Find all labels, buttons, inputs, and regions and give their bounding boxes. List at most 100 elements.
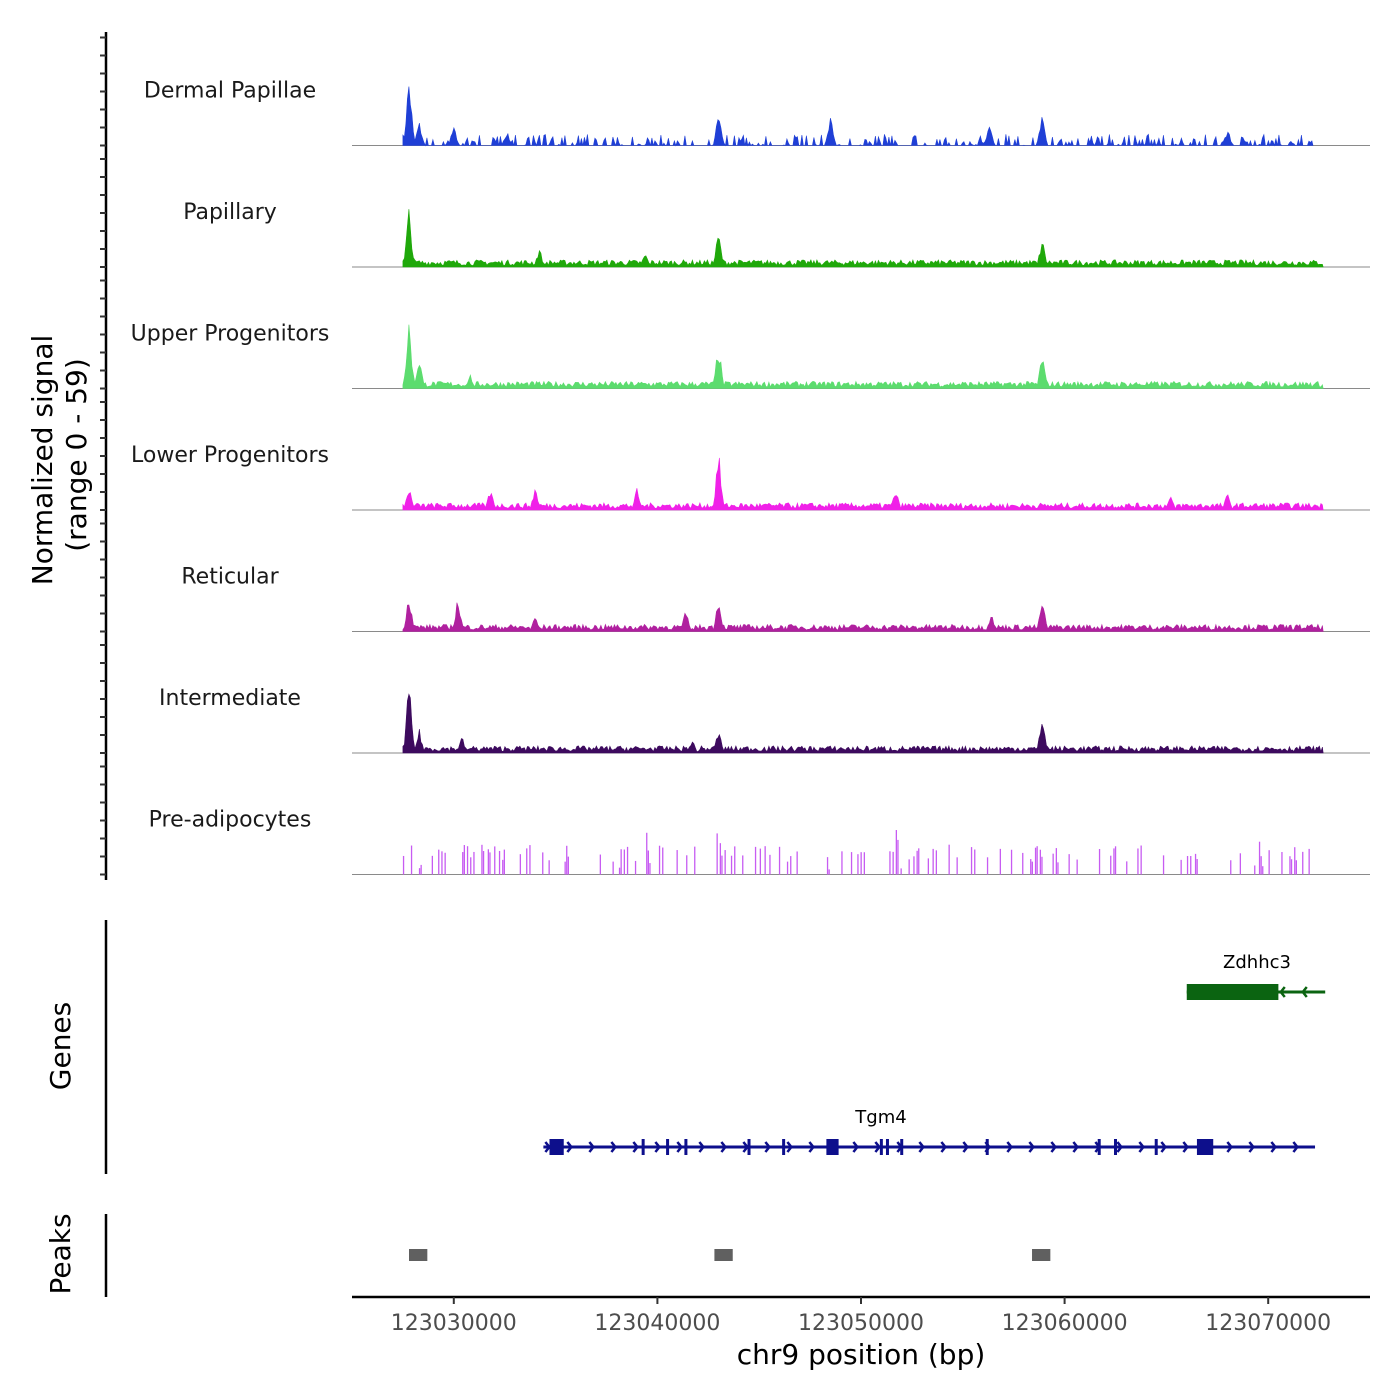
- signal-bar: [498, 850, 501, 875]
- signal-bar: [860, 852, 862, 875]
- signal-area: [402, 457, 1324, 511]
- signal-bar: [599, 854, 601, 875]
- x-tick-label: 123050000: [798, 1311, 924, 1336]
- signal-bar: [1137, 848, 1139, 875]
- track-reticular: Reticular: [181, 565, 1370, 632]
- gene-exon: [747, 1139, 751, 1155]
- signal-bar: [916, 850, 918, 875]
- signal-bar: [676, 850, 678, 875]
- strand-arrow: [1006, 1141, 1013, 1153]
- signal-bar: [897, 839, 899, 875]
- gene-exon: [666, 1139, 670, 1155]
- track-label: Dermal Papillae: [144, 79, 316, 104]
- signal-bar: [716, 833, 718, 875]
- track-label: Intermediate: [159, 686, 301, 711]
- signal-bar: [900, 868, 902, 875]
- strand-arrow: [632, 1141, 639, 1153]
- strand-arrow: [874, 1141, 881, 1153]
- track-pre-adipocytes: Pre-adipocytes: [149, 808, 1370, 875]
- signal-bar: [986, 857, 989, 875]
- gene-exon: [782, 1139, 786, 1155]
- signal-bar: [1113, 848, 1115, 875]
- signal-bar: [724, 850, 726, 875]
- signal-bar: [857, 854, 859, 875]
- peak-track: [409, 1249, 1051, 1261]
- signal-bar: [1114, 846, 1117, 875]
- strand-arrow: [1248, 1141, 1255, 1153]
- strand-arrow: [808, 1141, 815, 1153]
- x-axis-title: chr9 position (bp): [737, 1338, 986, 1371]
- signal-bar: [764, 846, 766, 875]
- signal-bar: [649, 863, 651, 875]
- signal-bar: [566, 845, 568, 875]
- signal-bar: [1180, 859, 1182, 875]
- signal-bar: [889, 851, 891, 875]
- x-tick-label: 123070000: [1205, 1311, 1331, 1336]
- strand-arrow: [1226, 1141, 1233, 1153]
- gene-exon: [885, 1139, 889, 1155]
- gene-tgm4: Tgm4: [543, 1107, 1316, 1155]
- signal-bar: [1230, 860, 1232, 875]
- signal-bar: [721, 855, 723, 875]
- signal-bar: [420, 864, 422, 875]
- signal-bar: [1289, 856, 1291, 875]
- signal-bar: [1034, 847, 1037, 875]
- strand-arrow: [566, 1141, 573, 1153]
- gene-exon: [1186, 984, 1279, 1000]
- gene-exon: [641, 1139, 645, 1155]
- signal-bar: [913, 856, 915, 875]
- x-axis-ticks: 123030000 123040000 123050000 123060000 1230…: [391, 1297, 1331, 1336]
- signal-bar: [473, 851, 475, 875]
- y-axis-title-line1: Normalized signal: [26, 335, 59, 586]
- signal-bar: [634, 860, 637, 875]
- strand-arrow: [1116, 1141, 1123, 1153]
- signal-bar: [927, 858, 929, 875]
- signal-bar: [529, 845, 531, 875]
- signal-bar: [778, 846, 781, 875]
- signal-bar: [1262, 866, 1264, 875]
- signal-bar: [694, 846, 696, 875]
- strand-arrow: [1270, 1141, 1277, 1153]
- strand-arrow: [742, 1141, 749, 1153]
- track-upper-progenitors: Upper Progenitors: [131, 322, 1370, 389]
- signal-axis-ticks: [100, 36, 106, 876]
- signal-bar: [618, 867, 621, 875]
- gene-label: Zdhhc3: [1223, 952, 1291, 973]
- strand-arrow: [544, 1141, 551, 1153]
- signal-bar: [494, 846, 496, 875]
- strand-arrow: [1050, 1141, 1057, 1153]
- strand-arrow: [1072, 1141, 1079, 1153]
- track-label: Reticular: [181, 565, 279, 590]
- gene-exon: [879, 1139, 883, 1155]
- signal-bar: [646, 832, 648, 875]
- track-papillary: Papillary: [183, 200, 1370, 268]
- signal-bar: [796, 851, 798, 875]
- signal-bar: [482, 851, 485, 875]
- signal-bar: [1290, 859, 1293, 875]
- signal-bar: [1041, 856, 1043, 875]
- signal-area: [402, 602, 1324, 632]
- signal-area: [402, 209, 1324, 268]
- signal-bar: [730, 855, 733, 875]
- track-label: Lower Progenitors: [131, 443, 329, 468]
- signal-bar: [441, 851, 443, 875]
- gene-exon: [549, 1139, 564, 1155]
- signal-bar: [1076, 859, 1078, 875]
- signal-bar: [489, 852, 491, 875]
- signal-bar: [892, 851, 894, 875]
- signal-bar: [863, 852, 865, 875]
- peak-region: [1032, 1249, 1051, 1261]
- signal-bar: [438, 849, 440, 875]
- signal-bar: [1126, 861, 1128, 875]
- signal-bar: [1186, 856, 1189, 875]
- signal-bar: [410, 845, 413, 875]
- signal-bar: [1068, 854, 1070, 875]
- gene-label: Tgm4: [854, 1107, 906, 1128]
- signal-bar: [487, 849, 489, 875]
- signal-bar: [1308, 848, 1310, 875]
- signal-tracks: Dermal Papillae Papillary Upper Progenitor…: [131, 79, 1370, 875]
- signal-bar: [1055, 848, 1057, 875]
- signal-bar: [1302, 851, 1304, 875]
- y-axis-title-line2: (range 0 - 59): [60, 358, 93, 552]
